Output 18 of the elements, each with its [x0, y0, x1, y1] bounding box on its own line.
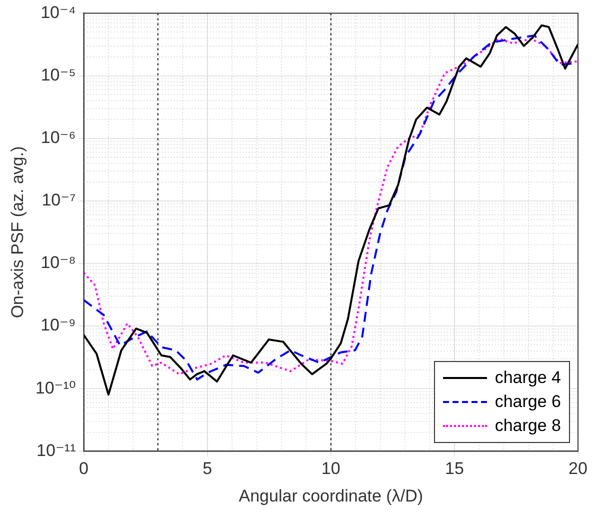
y-tick-label: 10⁻¹⁰ — [35, 378, 76, 398]
legend-label: charge 6 — [494, 391, 561, 414]
x-tick-label: 5 — [202, 459, 212, 478]
y-tick-label: 10⁻⁹ — [40, 316, 76, 335]
legend-label: charge 4 — [494, 367, 561, 390]
x-tick-label: 10 — [321, 459, 340, 478]
x-tick-label: 15 — [444, 459, 464, 478]
x-tick-label: 20 — [568, 459, 588, 478]
legend-label: charge 8 — [494, 415, 561, 438]
y-tick-label: 10⁻⁶ — [40, 128, 76, 148]
y-tick-label: 10⁻⁸ — [40, 253, 76, 272]
y-tick-label: 10⁻⁴ — [40, 2, 76, 22]
y-axis-title: On-axis PSF (az. avg.) — [8, 146, 27, 318]
y-tick-label: 10⁻¹¹ — [36, 440, 76, 460]
y-tick-label: 10⁻⁵ — [40, 65, 76, 84]
x-axis-title: Angular coordinate (λ/D) — [238, 486, 424, 506]
y-tick-label: 10⁻⁷ — [42, 190, 76, 210]
x-tick-label: 0 — [79, 459, 88, 478]
